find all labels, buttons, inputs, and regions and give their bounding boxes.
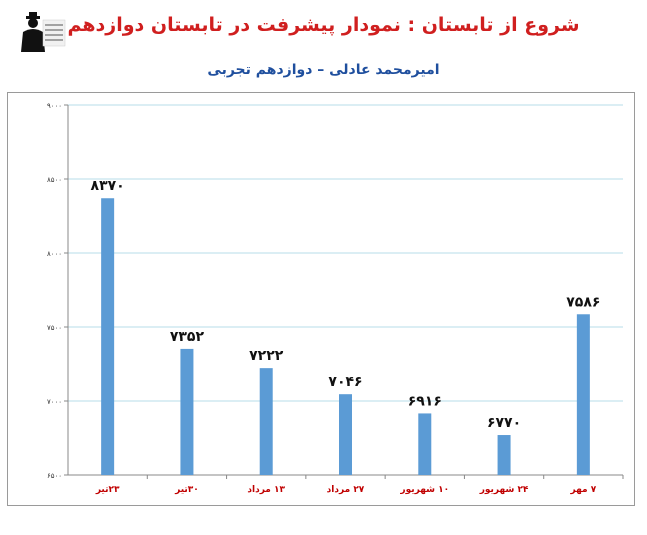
chart-title: شروع از تابستان : نمودار پیشرفت در تابست… bbox=[67, 14, 580, 36]
person-silhouette-logo bbox=[17, 12, 67, 54]
logo-icon bbox=[17, 12, 67, 54]
chart-frame bbox=[7, 92, 635, 506]
chart-subtitle: امیرمحمد عادلی – دوازدهم تجربی bbox=[207, 62, 440, 78]
